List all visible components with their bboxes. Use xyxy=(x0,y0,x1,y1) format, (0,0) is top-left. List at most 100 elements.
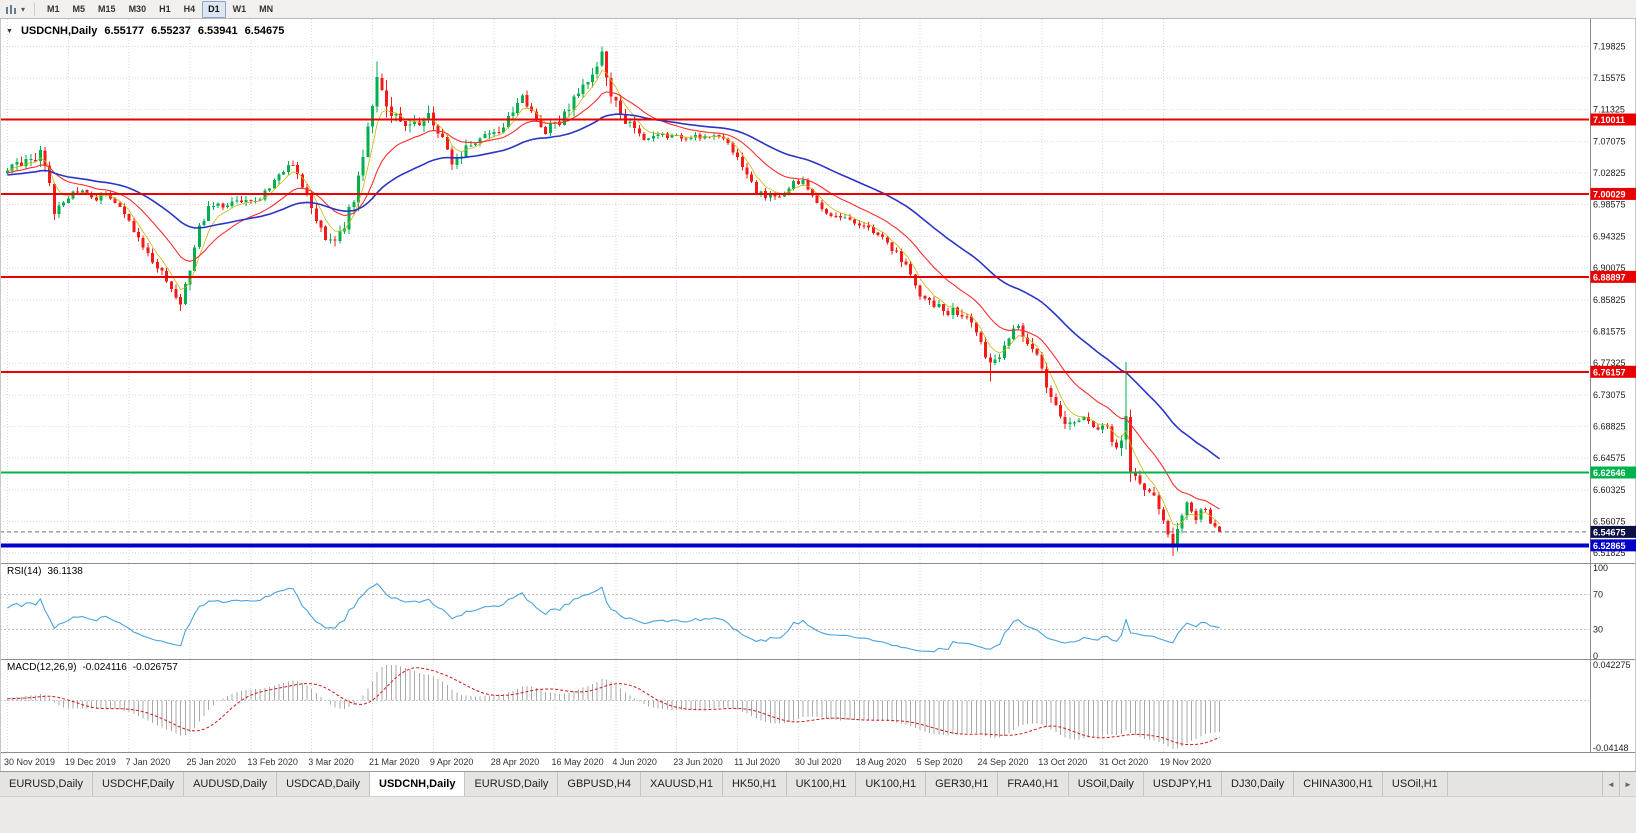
rsi-name: RSI(14) xyxy=(7,566,42,577)
rsi-value: 36.1138 xyxy=(47,566,83,577)
tabbar-spacer xyxy=(1448,772,1602,796)
timeframe-button-w1[interactable]: W1 xyxy=(232,3,247,14)
chart-tab-audusd-daily[interactable]: AUDUSD,Daily xyxy=(184,772,278,796)
svg-text:7.00029: 7.00029 xyxy=(1593,189,1626,199)
svg-text:6.54675: 6.54675 xyxy=(1593,527,1626,537)
macd-indicator-label: MACD(12,26,9) -0.024116 -0.026757 xyxy=(7,662,178,673)
svg-text:6.85825: 6.85825 xyxy=(1593,295,1626,305)
timeframe-button-h1[interactable]: H1 xyxy=(159,3,171,14)
svg-text:6.81575: 6.81575 xyxy=(1593,326,1626,336)
svg-text:7.07075: 7.07075 xyxy=(1593,136,1626,146)
chart-tab-usoil-daily[interactable]: USOil,Daily xyxy=(1068,772,1144,796)
ma-short-line xyxy=(7,69,1220,527)
chart-tab-eurusd-daily[interactable]: EURUSD,Daily xyxy=(0,772,93,796)
panel-frames xyxy=(0,19,1636,771)
svg-text:19 Dec 2019: 19 Dec 2019 xyxy=(65,757,116,767)
svg-text:100: 100 xyxy=(1593,563,1608,573)
rsi-line xyxy=(7,582,1220,653)
ma-fast-line xyxy=(7,91,1220,510)
svg-text:6.64575: 6.64575 xyxy=(1593,453,1626,463)
price-tag-7.10011 xyxy=(1590,113,1636,126)
chart-tabs-bar: EURUSD,Daily USDCHF,Daily AUDUSD,Daily USDC… xyxy=(0,771,1636,796)
svg-text:16 May 2020: 16 May 2020 xyxy=(552,757,604,767)
chart-window: 7.19825 7.15575 7.11325 7.07075 7.02825 6.985… xyxy=(0,19,1636,771)
chart-symbol-period: USDCNH,Daily xyxy=(20,25,98,37)
price-chart-canvas[interactable]: 7.19825 7.15575 7.11325 7.07075 7.02825 6.985… xyxy=(0,19,1636,771)
timeframe-button-m15[interactable]: M15 xyxy=(98,3,116,14)
svg-text:7.11325: 7.11325 xyxy=(1593,105,1625,115)
status-bar xyxy=(0,796,1636,833)
chart-tab-china300-h1[interactable]: CHINA300,H1 xyxy=(1294,772,1383,796)
chart-tab-eurusd-daily[interactable]: EURUSD,Daily xyxy=(465,772,559,796)
svg-text:7.19825: 7.19825 xyxy=(1593,41,1626,51)
chart-tab-ger30-h1[interactable]: GER30,H1 xyxy=(926,772,999,796)
svg-text:13 Feb 2020: 13 Feb 2020 xyxy=(247,757,298,767)
timeframe-button-mn[interactable]: MN xyxy=(259,3,274,14)
ohlc-low: 6.53941 xyxy=(197,25,238,37)
collapse-indicator-icon[interactable]: ▼ xyxy=(6,27,13,35)
svg-text:6.77325: 6.77325 xyxy=(1593,358,1626,368)
toolbar-separator xyxy=(34,2,36,16)
chart-type-icon[interactable] xyxy=(5,4,18,16)
chart-tab-gbpusd-h4[interactable]: GBPUSD,H4 xyxy=(558,772,641,796)
rsi-panel[interactable] xyxy=(0,582,1589,653)
macd-panel[interactable] xyxy=(0,665,1589,749)
svg-text:19 Nov 2020: 19 Nov 2020 xyxy=(1160,757,1211,767)
chart-tab-hk50-h1[interactable]: HK50,H1 xyxy=(722,772,787,796)
svg-text:21 Mar 2020: 21 Mar 2020 xyxy=(369,757,420,767)
chart-tab-usdcad-daily[interactable]: USDCAD,Daily xyxy=(277,772,371,796)
svg-text:28 Apr 2020: 28 Apr 2020 xyxy=(491,757,540,767)
timeframe-button-h4[interactable]: H4 xyxy=(183,3,196,14)
svg-text:6.52865: 6.52865 xyxy=(1593,541,1626,551)
svg-text:6.94325: 6.94325 xyxy=(1593,231,1626,241)
ohlc-high: 6.55237 xyxy=(151,25,191,37)
svg-text:0: 0 xyxy=(1593,651,1598,661)
chart-tab-usoil-h1[interactable]: USOil,H1 xyxy=(1382,772,1448,796)
svg-text:11 Jul 2020: 11 Jul 2020 xyxy=(734,757,780,767)
svg-text:18 Aug 2020: 18 Aug 2020 xyxy=(856,757,907,767)
svg-text:6.88897: 6.88897 xyxy=(1593,272,1626,282)
chart-tab-usdcnh-daily[interactable]: USDCNH,Daily xyxy=(370,772,466,796)
svg-text:5 Sep 2020: 5 Sep 2020 xyxy=(917,757,963,767)
svg-text:3 Mar 2020: 3 Mar 2020 xyxy=(308,757,354,767)
tab-scroll-left-icon[interactable]: ◄ xyxy=(1602,772,1619,796)
svg-text:31 Oct 2020: 31 Oct 2020 xyxy=(1099,757,1148,767)
price-axis[interactable]: 7.19825 7.15575 7.11325 7.07075 7.02825 6.985… xyxy=(1593,41,1631,753)
macd-value-signal: -0.026757 xyxy=(132,662,178,673)
chart-type-caret-icon[interactable]: ▾ xyxy=(21,4,26,14)
chart-tab-uk100-h1[interactable]: UK100,H1 xyxy=(786,772,857,796)
svg-text:24 Sep 2020: 24 Sep 2020 xyxy=(977,757,1028,767)
chart-tab-xauusd-h1[interactable]: XAUUSD,H1 xyxy=(640,772,723,796)
price-tag-6.76157 xyxy=(1590,365,1636,378)
date-axis[interactable]: 30 Nov 2019 19 Dec 2019 7 Jan 2020 25 Jan 2… xyxy=(4,757,1211,767)
svg-text:4 Jun 2020: 4 Jun 2020 xyxy=(612,757,657,767)
chart-tab-uk100-h1[interactable]: UK100,H1 xyxy=(856,772,927,796)
timeframe-button-m1[interactable]: M1 xyxy=(47,3,60,14)
svg-text:30 Jul 2020: 30 Jul 2020 xyxy=(795,757,842,767)
tab-scroll-right-icon[interactable]: ► xyxy=(1619,772,1636,796)
svg-text:7.10011: 7.10011 xyxy=(1593,115,1625,125)
svg-text:6.60325: 6.60325 xyxy=(1593,485,1626,495)
price-tag-7.00029 xyxy=(1590,187,1636,200)
svg-text:30 Nov 2019: 30 Nov 2019 xyxy=(4,757,55,767)
svg-text:25 Jan 2020: 25 Jan 2020 xyxy=(187,757,237,767)
chart-grid xyxy=(0,19,1589,752)
svg-text:6.62646: 6.62646 xyxy=(1593,468,1626,478)
svg-text:9 Apr 2020: 9 Apr 2020 xyxy=(430,757,474,767)
macd-name: MACD(12,26,9) xyxy=(7,662,77,673)
svg-text:6.73075: 6.73075 xyxy=(1593,390,1626,400)
svg-text:70: 70 xyxy=(1593,589,1603,599)
timeframe-button-d1[interactable]: D1 xyxy=(202,0,226,18)
svg-text:7.15575: 7.15575 xyxy=(1593,73,1626,83)
timeframe-button-m5[interactable]: M5 xyxy=(72,3,86,14)
svg-text:6.76157: 6.76157 xyxy=(1593,367,1626,377)
chart-tab-fra40-h1[interactable]: FRA40,H1 xyxy=(998,772,1069,796)
timeframe-button-m30[interactable]: M30 xyxy=(128,3,147,14)
candlestick-series[interactable] xyxy=(6,46,1222,556)
chart-tab-usdjpy-h1[interactable]: USDJPY,H1 xyxy=(1143,772,1223,796)
chart-tab-usdchf-daily[interactable]: USDCHF,Daily xyxy=(92,772,185,796)
ohlc-close: 6.54675 xyxy=(244,25,285,37)
timeframe-buttons: M1 M5 M15 M30 H1 H4 D1 W1 MN xyxy=(41,0,279,18)
svg-text:23 Jun 2020: 23 Jun 2020 xyxy=(673,757,723,767)
chart-tab-dj30-daily[interactable]: DJ30,Daily xyxy=(1222,772,1295,796)
